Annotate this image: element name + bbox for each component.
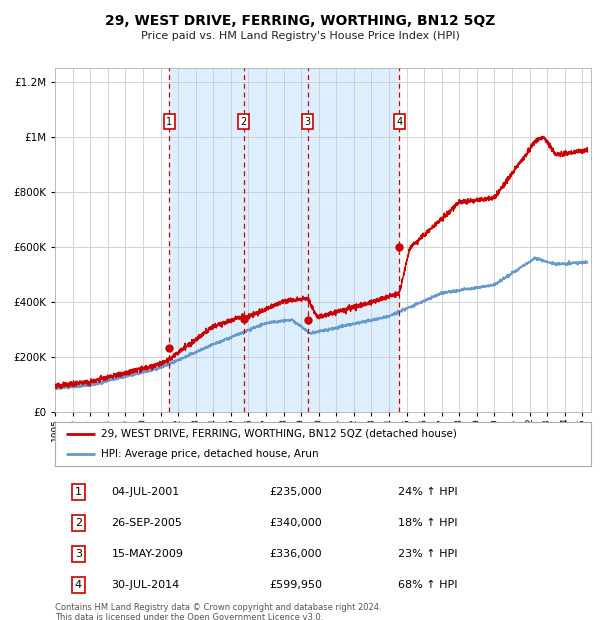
Text: HPI: Average price, detached house, Arun: HPI: Average price, detached house, Arun (101, 449, 319, 459)
Text: 30-JUL-2014: 30-JUL-2014 (112, 580, 180, 590)
Text: 3: 3 (75, 549, 82, 559)
Text: 29, WEST DRIVE, FERRING, WORTHING, BN12 5QZ: 29, WEST DRIVE, FERRING, WORTHING, BN12 … (105, 14, 495, 28)
Text: 23% ↑ HPI: 23% ↑ HPI (398, 549, 458, 559)
Text: 29, WEST DRIVE, FERRING, WORTHING, BN12 5QZ (detached house): 29, WEST DRIVE, FERRING, WORTHING, BN12 … (101, 428, 457, 439)
Text: 2: 2 (241, 117, 247, 126)
Bar (169, 68, 244, 412)
Text: 3: 3 (305, 117, 311, 126)
Text: 1: 1 (75, 487, 82, 497)
Text: 4: 4 (396, 117, 402, 126)
Text: £340,000: £340,000 (269, 518, 322, 528)
Bar (308, 68, 399, 412)
Bar (244, 68, 308, 412)
Text: Price paid vs. HM Land Registry's House Price Index (HPI): Price paid vs. HM Land Registry's House … (140, 31, 460, 41)
Text: Contains HM Land Registry data © Crown copyright and database right 2024.: Contains HM Land Registry data © Crown c… (55, 603, 382, 612)
Text: 26-SEP-2005: 26-SEP-2005 (112, 518, 182, 528)
Text: £336,000: £336,000 (269, 549, 322, 559)
Text: £599,950: £599,950 (269, 580, 323, 590)
Text: £235,000: £235,000 (269, 487, 322, 497)
Text: 04-JUL-2001: 04-JUL-2001 (112, 487, 180, 497)
Text: 4: 4 (74, 580, 82, 590)
Text: 1: 1 (166, 117, 173, 126)
Text: 15-MAY-2009: 15-MAY-2009 (112, 549, 184, 559)
Text: 24% ↑ HPI: 24% ↑ HPI (398, 487, 458, 497)
Text: 2: 2 (74, 518, 82, 528)
Text: 68% ↑ HPI: 68% ↑ HPI (398, 580, 458, 590)
Text: 18% ↑ HPI: 18% ↑ HPI (398, 518, 458, 528)
Text: This data is licensed under the Open Government Licence v3.0.: This data is licensed under the Open Gov… (55, 613, 323, 620)
